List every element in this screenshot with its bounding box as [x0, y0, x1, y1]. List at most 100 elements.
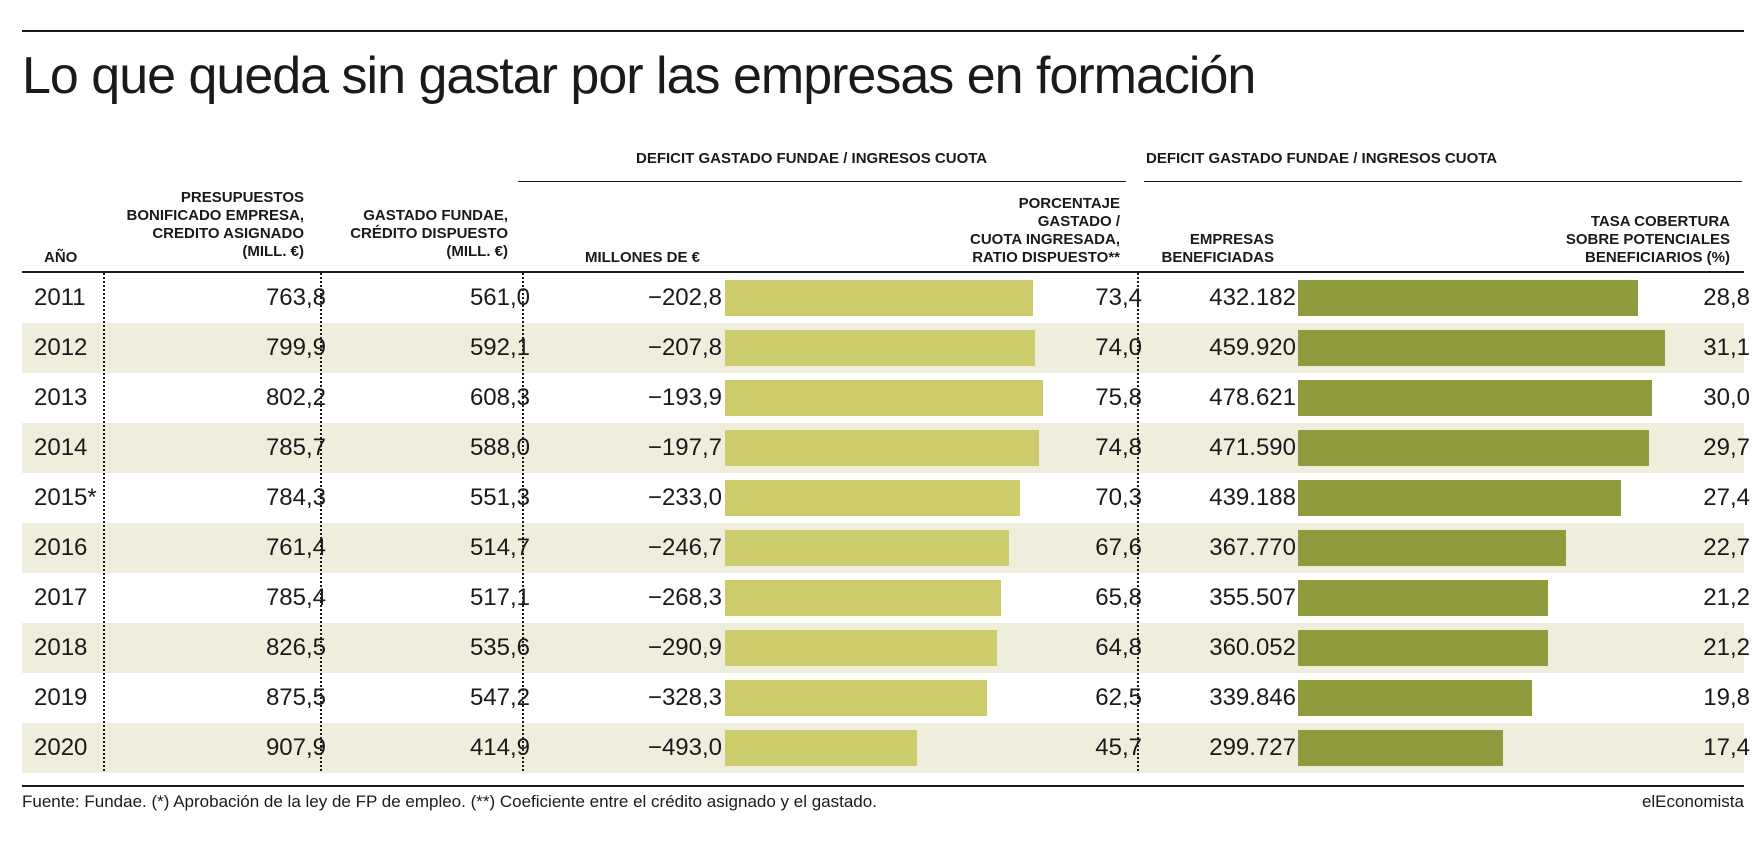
- table-row: 2013 802,2 608,3 −193,9 75,8 478.621 30,0: [22, 373, 1750, 423]
- year-cell: 2018: [34, 634, 88, 661]
- coverage-cell: 28,8: [1703, 284, 1750, 311]
- year-cell: 2017: [34, 584, 88, 611]
- column-separator: [320, 273, 322, 771]
- deficit-cell: −233,0: [647, 484, 722, 511]
- spent-cell: 592,1: [469, 334, 530, 361]
- column-header-pct-line: RATIO DISPUESTO**: [972, 249, 1120, 266]
- year-cell: 2020: [34, 734, 88, 761]
- column-header-spent-line: GASTADO FUNDAE,: [363, 207, 508, 224]
- table-row: 2017 785,4 517,1 −268,3 65,8 355.507 21,2: [22, 573, 1750, 623]
- column-separator: [103, 273, 105, 771]
- deficit-cell: −193,9: [647, 384, 722, 411]
- spent-cell: 608,3: [469, 384, 530, 411]
- coverage-cell: 22,7: [1703, 534, 1750, 561]
- coverage-cell: 19,8: [1703, 684, 1750, 711]
- budget-cell: 802,2: [265, 384, 326, 411]
- pct-cell: 74,8: [1095, 434, 1142, 461]
- coverage-bar: [1298, 730, 1504, 766]
- coverage-bar: [1298, 680, 1532, 716]
- table-row: 2019 875,5 547,2 −328,3 62,5 339.846 19,8: [22, 673, 1750, 723]
- coverage-cell: 29,7: [1703, 434, 1750, 461]
- year-cell: 2011: [34, 284, 86, 311]
- year-cell: 2019: [34, 684, 88, 711]
- pct-cell: 62,5: [1095, 684, 1142, 711]
- column-header-year-label: AÑO: [44, 249, 78, 266]
- companies-cell: 299.727: [1209, 734, 1296, 761]
- pct-cell: 74,0: [1095, 334, 1142, 361]
- column-header-companies: EMPRESAS BENEFICIADAS: [1140, 231, 1274, 267]
- group-header-coverage: DEFICIT GASTADO FUNDAE / INGRESOS CUOTA: [1146, 150, 1498, 167]
- coverage-cell: 21,2: [1703, 584, 1750, 611]
- column-header-budget-line: (MILL. €): [242, 243, 304, 260]
- companies-cell: 339.846: [1209, 684, 1296, 711]
- pct-bar: [725, 680, 988, 716]
- coverage-bar: [1298, 580, 1549, 616]
- spent-cell: 547,2: [469, 684, 530, 711]
- year-cell: 2016: [34, 534, 88, 561]
- spent-cell: 551,3: [469, 484, 530, 511]
- group-header-pct: DEFICIT GASTADO FUNDAE / INGRESOS CUOTA: [636, 150, 988, 167]
- column-header-budget: PRESUPUESTOS BONIFICADO EMPRESA, CREDITO…: [104, 189, 304, 261]
- table-row: 2016 761,4 514,7 −246,7 67,6 367.770 22,7: [22, 523, 1750, 573]
- column-header-pct-line: CUOTA INGRESADA,: [970, 231, 1120, 248]
- deficit-cell: −202,8: [647, 284, 722, 311]
- group-rule-coverage: [1144, 181, 1742, 182]
- coverage-cell: 21,2: [1703, 634, 1750, 661]
- year-cell: 2013: [34, 384, 88, 411]
- spent-cell: 517,1: [469, 584, 530, 611]
- column-header-deficit: MILLONES DE €: [540, 249, 700, 267]
- companies-cell: 432.182: [1209, 284, 1296, 311]
- bottom-rule: [22, 785, 1744, 787]
- brand-logo: elEconomista: [1641, 792, 1744, 811]
- pct-cell: 64,8: [1095, 634, 1142, 661]
- budget-cell: 875,5: [265, 684, 326, 711]
- deficit-cell: −246,7: [647, 534, 722, 561]
- pct-bar: [725, 430, 1039, 466]
- budget-cell: 784,3: [265, 484, 326, 511]
- pct-cell: 67,6: [1095, 534, 1142, 561]
- coverage-bar: [1298, 530, 1566, 566]
- companies-cell: 360.052: [1209, 634, 1296, 661]
- pct-bar: [725, 580, 1001, 616]
- deficit-cell: −493,0: [647, 734, 722, 761]
- column-separator: [1137, 273, 1139, 771]
- coverage-bar: [1298, 480, 1622, 516]
- coverage-bar: [1298, 280, 1638, 316]
- deficit-cell: −197,7: [647, 434, 722, 461]
- coverage-cell: 17,4: [1703, 734, 1750, 761]
- column-header-coverage-line: TASA COBERTURA: [1590, 213, 1730, 230]
- companies-cell: 471.590: [1209, 434, 1296, 461]
- budget-cell: 763,8: [265, 284, 326, 311]
- chart-title: Lo que queda sin gastar por las empresas…: [22, 47, 1256, 105]
- companies-cell: 367.770: [1209, 534, 1296, 561]
- deficit-cell: −207,8: [647, 334, 722, 361]
- table-row: 2020 907,9 414,9 −493,0 45,7 299.727 17,4: [22, 723, 1750, 773]
- deficit-cell: −268,3: [647, 584, 722, 611]
- table-row: 2014 785,7 588,0 −197,7 74,8 471.590 29,7: [22, 423, 1750, 473]
- budget-cell: 785,7: [265, 434, 326, 461]
- source-note: Fuente: Fundae. (*) Aprobación de la ley…: [22, 792, 877, 811]
- year-cell: 2015*: [34, 484, 97, 511]
- companies-cell: 355.507: [1209, 584, 1296, 611]
- table-row: 2018 826,5 535,6 −290,9 64,8 360.052 21,2: [22, 623, 1750, 673]
- pct-cell: 70,3: [1095, 484, 1142, 511]
- pct-cell: 73,4: [1095, 284, 1142, 311]
- table-row: 2015* 784,3 551,3 −233,0 70,3 439.188 27,4: [22, 473, 1750, 523]
- top-rule: [22, 30, 1744, 32]
- year-cell: 2012: [34, 334, 88, 361]
- column-header-spent-line: CRÉDITO DISPUESTO: [350, 225, 508, 242]
- deficit-cell: −328,3: [647, 684, 722, 711]
- coverage-bar: [1298, 430, 1649, 466]
- spent-cell: 561,0: [469, 284, 530, 311]
- column-header-companies-line: BENEFICIADAS: [1161, 249, 1274, 266]
- column-header-coverage-line: BENEFICIARIOS (%): [1584, 249, 1730, 266]
- spent-cell: 588,0: [469, 434, 530, 461]
- header-rule: [22, 271, 1744, 273]
- coverage-bar: [1298, 630, 1549, 666]
- pct-bar: [725, 280, 1033, 316]
- table-row: 2012 799,9 592,1 −207,8 74,0 459.920 31,1: [22, 323, 1750, 373]
- year-cell: 2014: [34, 434, 88, 461]
- column-header-pct-line: GASTADO /: [1037, 213, 1120, 230]
- column-header-coverage-line: SOBRE POTENCIALES: [1565, 231, 1730, 248]
- column-separator: [522, 273, 524, 771]
